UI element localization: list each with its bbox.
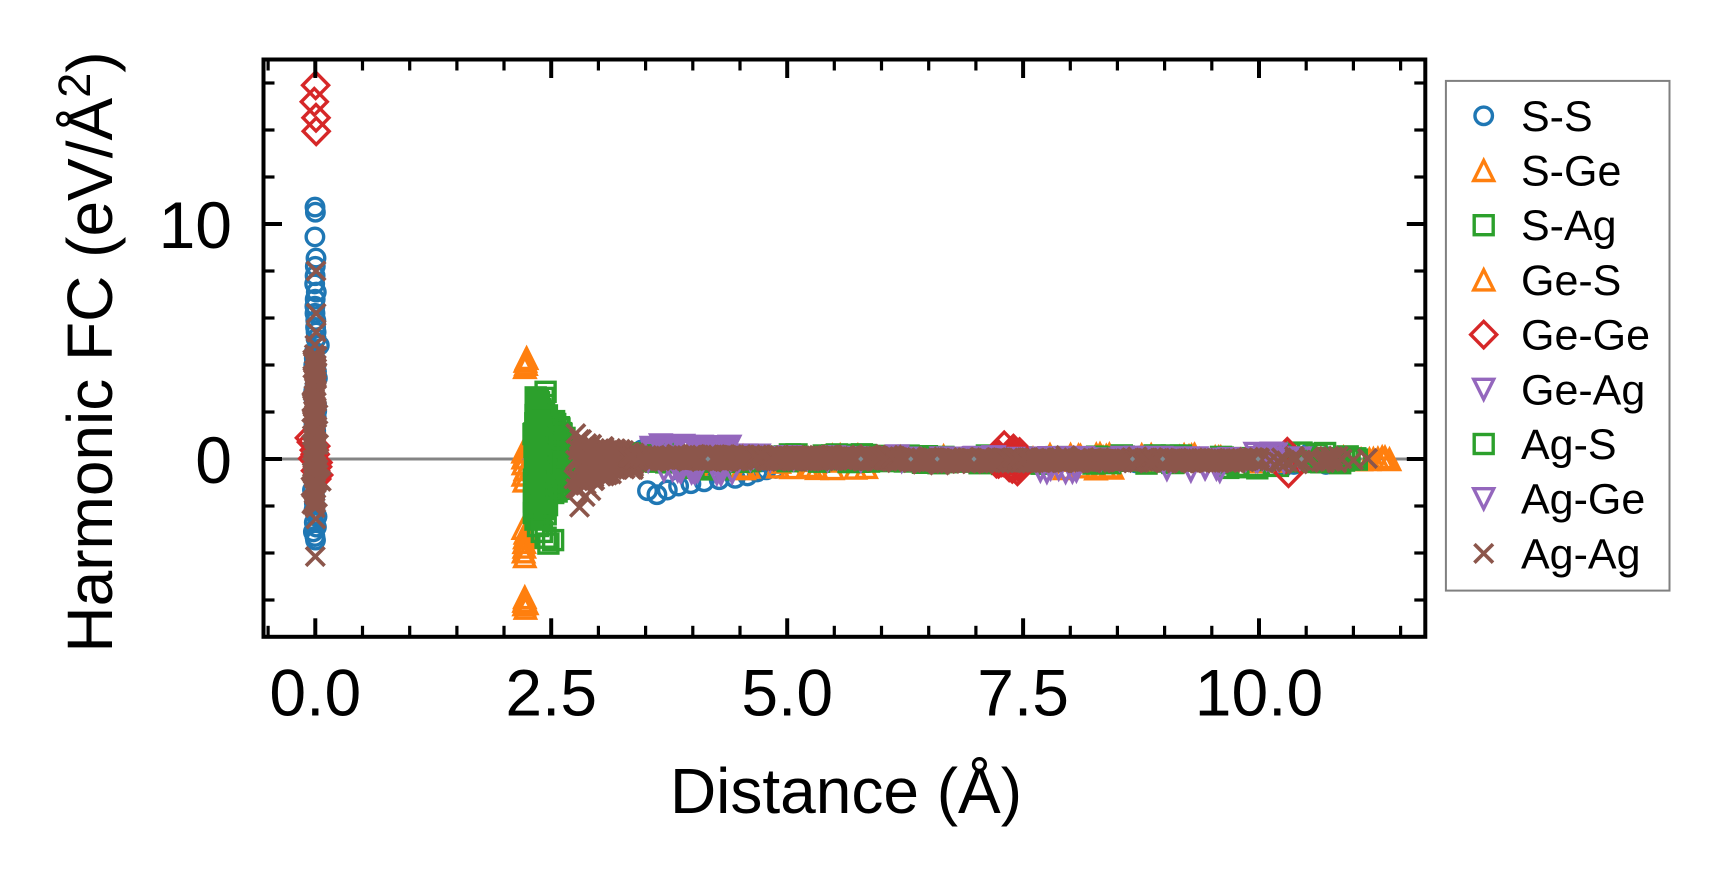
svg-text:Ge-Ge: Ge-Ge xyxy=(1521,312,1650,360)
svg-text:0.0: 0.0 xyxy=(269,656,361,730)
svg-text:0: 0 xyxy=(195,423,232,497)
svg-text:Distance (Å): Distance (Å) xyxy=(670,755,1022,827)
svg-text:Ag-Ag: Ag-Ag xyxy=(1521,530,1641,578)
svg-text:Ge-Ag: Ge-Ag xyxy=(1521,366,1645,414)
svg-text:5.0: 5.0 xyxy=(741,656,833,730)
svg-text:2.5: 2.5 xyxy=(505,656,597,730)
svg-text:S-Ge: S-Ge xyxy=(1521,148,1621,196)
svg-text:10.0: 10.0 xyxy=(1195,656,1323,730)
svg-text:Ag-Ge: Ag-Ge xyxy=(1521,476,1645,524)
svg-text:Ge-S: Ge-S xyxy=(1521,257,1621,305)
svg-text:S-S: S-S xyxy=(1521,93,1593,141)
svg-text:7.5: 7.5 xyxy=(977,656,1069,730)
svg-text:Ag-S: Ag-S xyxy=(1521,421,1617,469)
svg-text:S-Ag: S-Ag xyxy=(1521,202,1617,250)
svg-text:Harmonic FC (eV/Å2): Harmonic FC (eV/Å2) xyxy=(49,51,126,652)
svg-text:10: 10 xyxy=(159,188,232,262)
